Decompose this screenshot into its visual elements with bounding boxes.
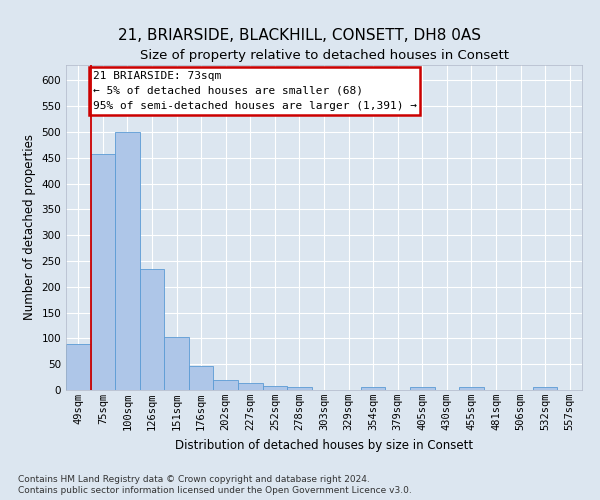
- Bar: [214, 380, 238, 390]
- Bar: [287, 388, 312, 390]
- Bar: [263, 386, 287, 390]
- X-axis label: Distribution of detached houses by size in Consett: Distribution of detached houses by size …: [175, 438, 473, 452]
- Bar: [164, 337, 189, 390]
- Bar: [189, 366, 214, 390]
- Text: Contains public sector information licensed under the Open Government Licence v3: Contains public sector information licen…: [18, 486, 412, 495]
- Bar: [533, 388, 557, 390]
- Title: Size of property relative to detached houses in Consett: Size of property relative to detached ho…: [139, 50, 509, 62]
- Y-axis label: Number of detached properties: Number of detached properties: [23, 134, 36, 320]
- Bar: [410, 388, 434, 390]
- Bar: [361, 388, 385, 390]
- Text: Contains HM Land Registry data © Crown copyright and database right 2024.: Contains HM Land Registry data © Crown c…: [18, 475, 370, 484]
- Bar: [66, 344, 91, 390]
- Bar: [238, 384, 263, 390]
- Bar: [459, 388, 484, 390]
- Bar: [115, 132, 140, 390]
- Text: 21, BRIARSIDE, BLACKHILL, CONSETT, DH8 0AS: 21, BRIARSIDE, BLACKHILL, CONSETT, DH8 0…: [119, 28, 482, 42]
- Text: 21 BRIARSIDE: 73sqm
← 5% of detached houses are smaller (68)
95% of semi-detache: 21 BRIARSIDE: 73sqm ← 5% of detached hou…: [92, 71, 416, 111]
- Bar: [91, 154, 115, 390]
- Bar: [140, 269, 164, 390]
